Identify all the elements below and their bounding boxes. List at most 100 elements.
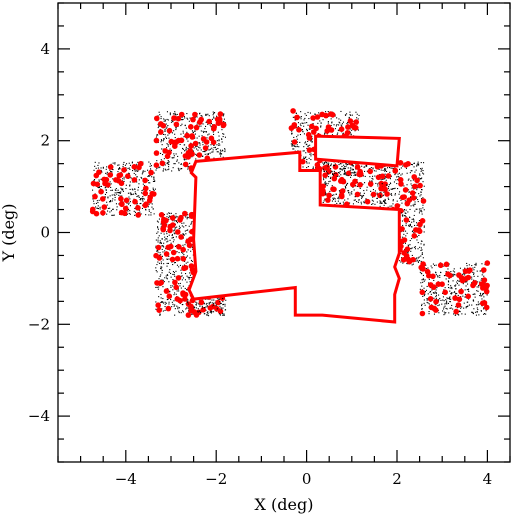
highlight-point	[182, 153, 189, 159]
data-point	[408, 245, 410, 247]
highlight-point	[100, 210, 106, 216]
data-point	[158, 125, 160, 127]
data-point	[340, 163, 342, 165]
data-point	[184, 230, 186, 232]
data-point	[98, 208, 100, 210]
data-point	[126, 163, 128, 165]
data-point	[216, 115, 218, 117]
data-point	[99, 185, 101, 187]
data-point	[294, 145, 296, 147]
highlight-point	[420, 198, 427, 204]
data-point	[160, 232, 162, 234]
data-point	[402, 215, 404, 217]
data-point	[199, 142, 201, 144]
data-point	[303, 146, 305, 148]
data-point	[401, 257, 403, 259]
data-point	[426, 298, 428, 300]
data-point	[200, 115, 202, 117]
highlight-point	[203, 139, 210, 145]
data-point	[364, 175, 366, 177]
data-point	[182, 285, 184, 287]
data-point	[353, 189, 355, 191]
data-point	[380, 169, 382, 171]
data-point	[213, 133, 215, 135]
data-point	[205, 309, 207, 311]
data-point	[195, 158, 197, 160]
data-point	[109, 211, 111, 213]
data-point	[398, 176, 400, 178]
highlight-point	[322, 172, 329, 178]
data-point	[327, 165, 329, 167]
data-point	[173, 153, 175, 155]
data-point	[147, 179, 149, 181]
data-point	[438, 304, 440, 306]
data-point	[351, 193, 353, 195]
data-point	[477, 275, 479, 277]
data-point	[208, 302, 210, 304]
highlight-point	[96, 169, 102, 175]
data-point	[161, 248, 163, 250]
data-point	[105, 186, 107, 188]
data-point	[190, 222, 192, 224]
data-point	[185, 216, 187, 218]
data-point	[454, 291, 456, 293]
data-point	[175, 220, 177, 222]
data-point	[336, 202, 338, 204]
data-point	[384, 168, 386, 170]
data-point	[149, 182, 151, 184]
data-point	[93, 169, 95, 171]
data-point	[114, 189, 116, 191]
data-point	[435, 274, 437, 276]
data-point	[362, 183, 364, 185]
data-point	[160, 266, 162, 268]
data-point	[402, 236, 404, 238]
data-point	[422, 172, 424, 174]
data-point	[166, 238, 168, 240]
data-point	[335, 172, 337, 174]
data-point	[435, 272, 437, 274]
data-point	[384, 202, 386, 204]
highlight-point	[463, 276, 469, 282]
data-point	[422, 181, 424, 183]
data-point	[373, 170, 375, 172]
data-point	[435, 264, 437, 266]
data-point	[164, 130, 166, 132]
data-point	[177, 155, 179, 157]
data-point	[197, 149, 199, 151]
data-point	[403, 185, 405, 187]
data-point	[166, 216, 168, 218]
data-point	[465, 285, 467, 287]
data-point	[172, 289, 174, 291]
data-point	[413, 205, 415, 207]
data-point	[442, 292, 444, 294]
data-point	[184, 144, 186, 146]
data-point	[388, 189, 390, 191]
data-point	[394, 194, 396, 196]
data-point	[429, 291, 431, 293]
data-point	[173, 214, 175, 216]
data-point	[430, 291, 432, 293]
data-point	[142, 197, 144, 199]
data-point	[393, 188, 395, 190]
data-point	[406, 184, 408, 186]
data-point	[458, 284, 460, 286]
data-point	[334, 198, 336, 200]
data-point	[451, 288, 453, 290]
data-point	[153, 178, 155, 180]
data-point	[476, 311, 478, 313]
data-point	[454, 285, 456, 287]
data-point	[171, 132, 173, 134]
data-point	[345, 174, 347, 176]
data-point	[420, 178, 422, 180]
data-point	[187, 303, 189, 305]
data-point	[196, 145, 198, 147]
data-point	[147, 206, 149, 208]
data-point	[483, 296, 485, 298]
data-point	[123, 176, 125, 178]
data-point	[133, 193, 135, 195]
highlight-point	[180, 255, 187, 262]
data-point	[426, 299, 428, 301]
data-point	[163, 138, 165, 140]
data-point	[417, 161, 419, 163]
data-point	[416, 236, 418, 238]
